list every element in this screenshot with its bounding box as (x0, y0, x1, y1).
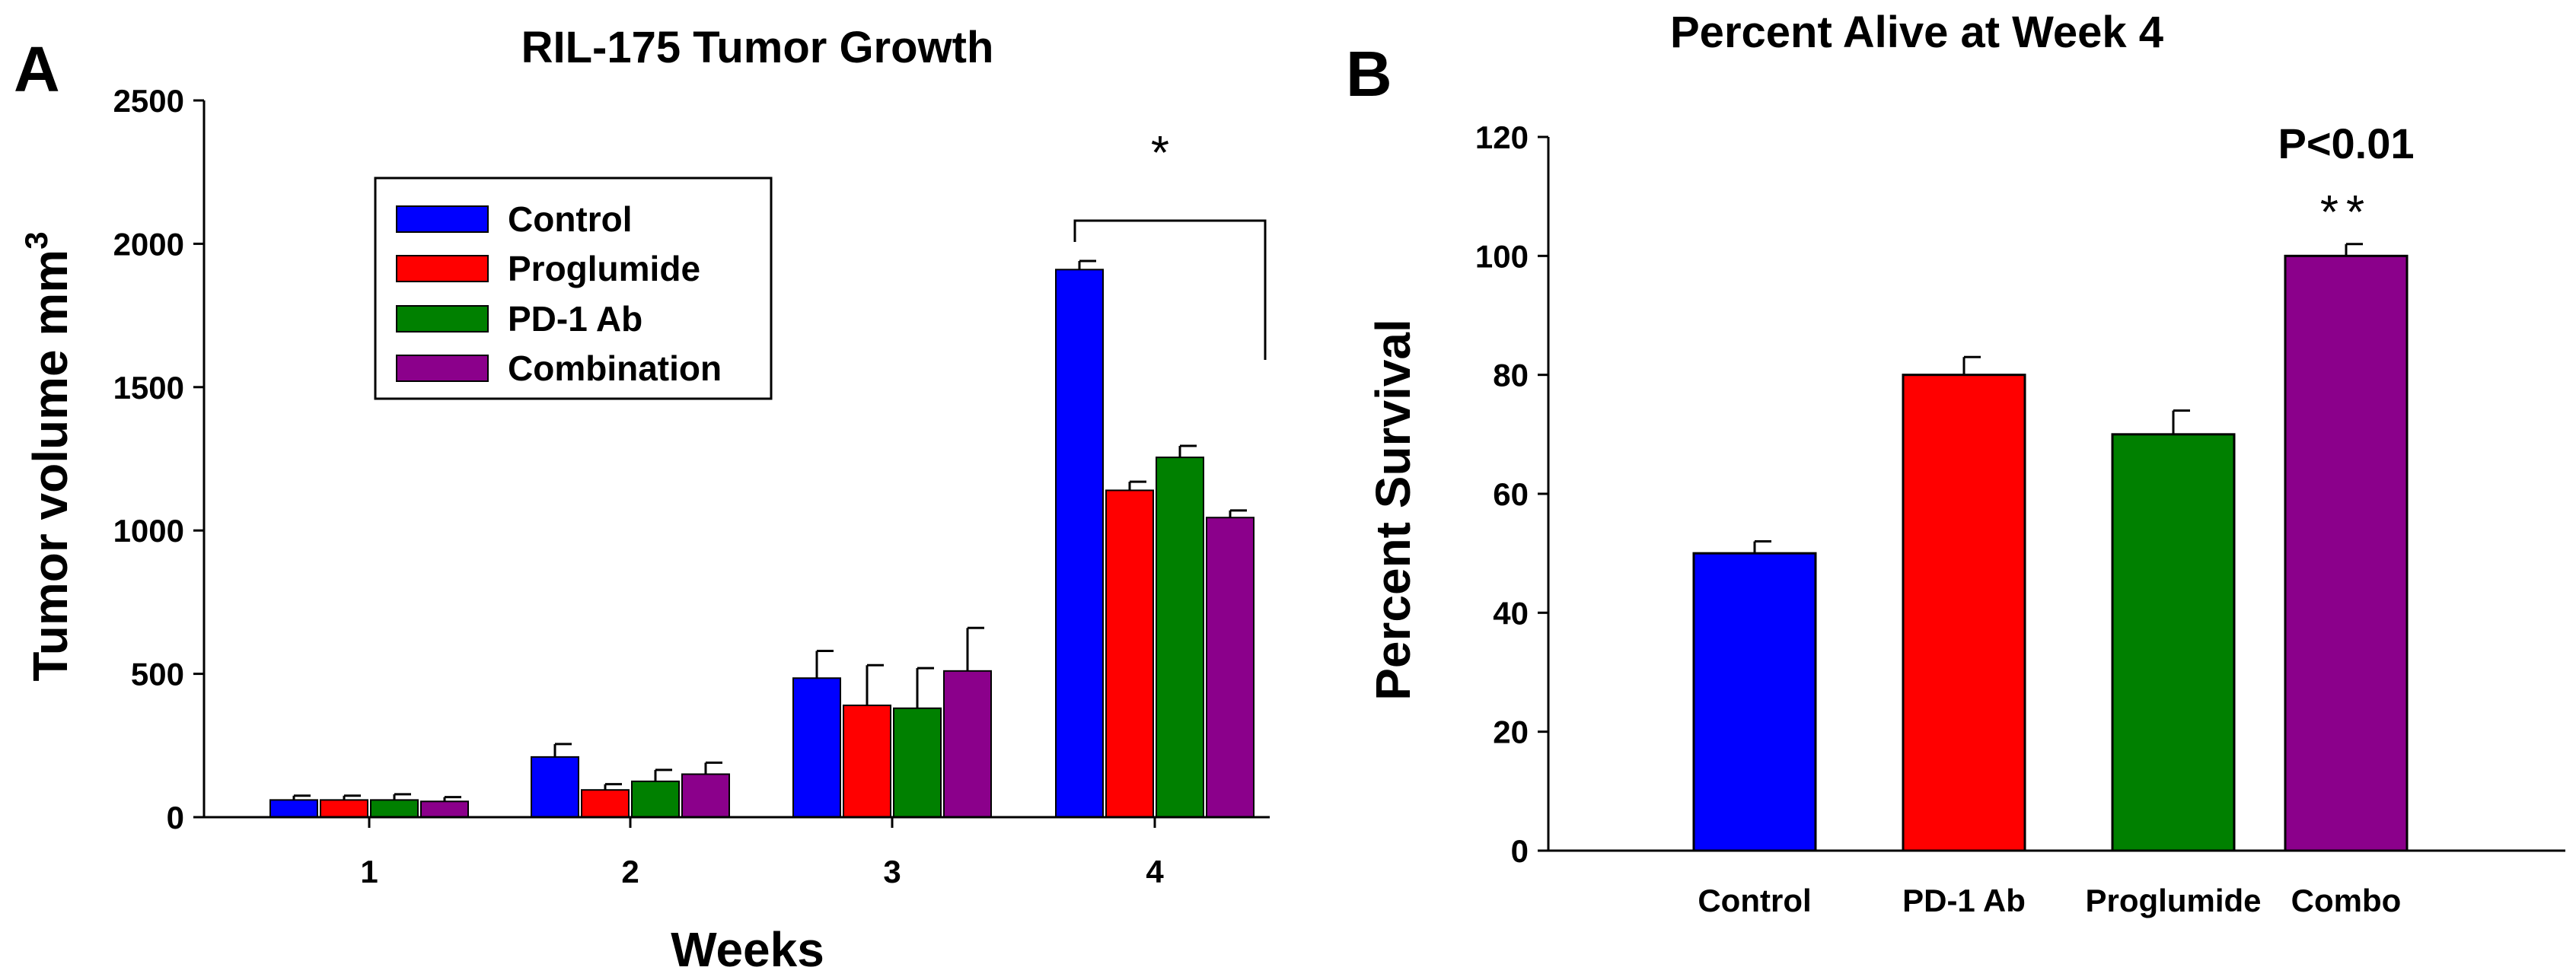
chart-a-title: RIL-175 Tumor Growth (521, 23, 994, 72)
bar-week3-control (792, 677, 841, 819)
legend-swatch-combination (396, 355, 489, 382)
bar-week3-combination (943, 670, 992, 818)
bar-week4-pd-1-ab (1156, 457, 1204, 819)
bar-week1-control (269, 799, 318, 818)
chart-a-x-ticks: 1 2 3 4 (360, 817, 1164, 889)
chart-b-x-tick-label: Proglumide (2085, 883, 2261, 918)
chart-a-x-axis-label: Weeks (671, 922, 824, 977)
bar-control (1692, 552, 1817, 852)
chart-a-y-tick-label: 1000 (113, 513, 184, 549)
bar-week3-pd-1-ab (893, 707, 942, 818)
bar-week2-pd-1-ab (631, 780, 680, 819)
legend-label-combination: Combination (508, 348, 722, 388)
chart-b-y-tick-label: 120 (1475, 119, 1529, 155)
chart-b-y-axis-label: Percent Survival (1366, 319, 1420, 701)
chart-a-y-tick-label: 2500 (113, 83, 184, 119)
chart-a-x-tick-label: 2 (621, 854, 639, 889)
legend-swatch-control (396, 205, 489, 233)
bar-week3-proglumide (843, 705, 891, 818)
chart-a-legend: Control Proglumide PD-1 Ab Combination (374, 177, 773, 400)
chart-a-bars (269, 259, 1255, 819)
bar-combo (2284, 254, 2409, 852)
chart-a-y-axis-label-superscript: 3 (18, 231, 54, 249)
chart-a-significance-bracket (1073, 219, 1267, 360)
chart-a-significance-star: * (1151, 127, 1169, 180)
bar-pd-1-ab (1902, 374, 2026, 852)
chart-b-x-tick-label: Combo (2291, 883, 2402, 918)
chart-b-significance-stars: ** (2320, 186, 2372, 239)
chart-b-y-tick-label: 40 (1493, 595, 1529, 631)
chart-b-y-ticks: 0 20 40 60 80 100 120 (1475, 119, 1548, 869)
bar-week1-combination (420, 800, 469, 818)
chart-b-x-ticks: Control PD-1 Ab Proglumide Combo (1698, 883, 2401, 918)
panel-b-letter: B (1346, 38, 1392, 110)
bar-week2-proglumide (581, 789, 630, 818)
chart-a-x-tick-label: 4 (1146, 854, 1164, 889)
chart-b-title: Percent Alive at Week 4 (1670, 8, 2163, 57)
bar-week2-control (531, 756, 579, 819)
chart-b-x-tick-label: PD-1 Ab (1902, 883, 2026, 918)
chart-b-bars (1692, 243, 2409, 852)
chart-a-y-tick-label: 1500 (113, 370, 184, 406)
bar-week1-proglumide (320, 799, 368, 818)
chart-b-y-tick-label: 80 (1493, 358, 1529, 393)
chart-a-y-axis-label-main: Tumor volume mm (23, 250, 78, 682)
panel-b-survival-chart: B Percent Alive at Week 4 Percent Surviv… (1346, 8, 2565, 918)
chart-a-x-tick-label: 3 (883, 854, 901, 889)
chart-b-y-tick-label: 60 (1493, 476, 1529, 512)
legend-swatch-proglumide (396, 255, 489, 282)
chart-a-y-tick-label: 500 (131, 657, 184, 692)
chart-a-y-tick-label: 0 (167, 800, 184, 835)
bar-week4-control (1055, 269, 1104, 818)
bar-week1-pd-1-ab (370, 799, 419, 818)
panel-a-tumor-growth-chart: A RIL-175 Tumor Growth Tumor volume mm3 … (14, 23, 1270, 977)
bar-proglumide (2111, 433, 2236, 852)
panel-a-letter: A (14, 33, 60, 105)
legend-swatch-pd1-ab (396, 305, 489, 332)
chart-b-y-tick-label: 20 (1493, 714, 1529, 750)
chart-b-y-tick-label: 0 (1511, 833, 1529, 869)
chart-b-p-value: P<0.01 (2278, 119, 2414, 167)
bar-week4-proglumide (1105, 489, 1154, 818)
chart-b-x-tick-label: Control (1698, 883, 1811, 918)
legend-label-proglumide: Proglumide (508, 249, 700, 288)
chart-a-y-tick-label: 2000 (113, 226, 184, 262)
chart-a-y-ticks: 0 500 1000 1500 2000 2500 (113, 83, 204, 835)
bar-week4-combination (1206, 517, 1255, 819)
chart-a-x-tick-label: 1 (360, 854, 378, 889)
chart-b-y-tick-label: 100 (1475, 238, 1529, 274)
chart-a-y-axis-label: Tumor volume mm3 (18, 231, 78, 681)
bar-week2-combination (681, 773, 730, 818)
legend-label-control: Control (508, 199, 633, 239)
legend-label-pd1-ab: PD-1 Ab (508, 299, 642, 339)
